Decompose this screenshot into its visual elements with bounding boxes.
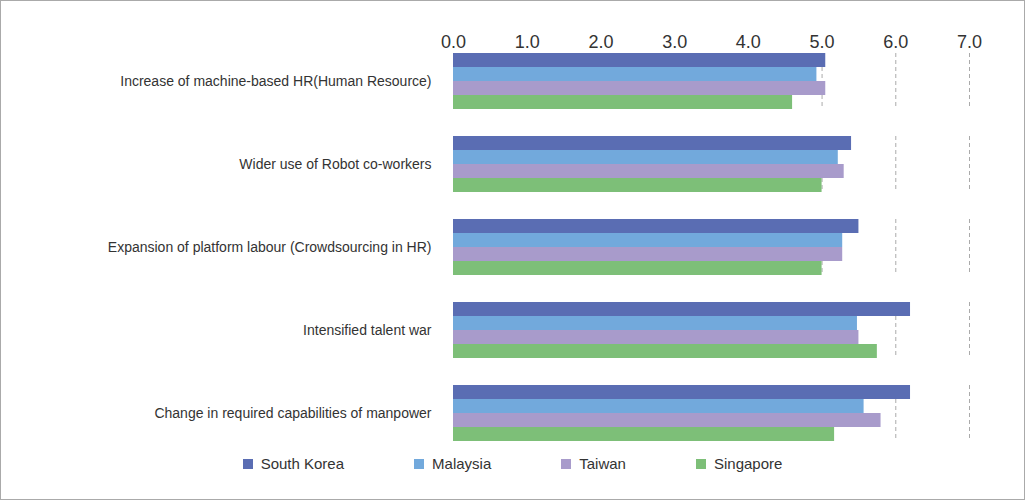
svg-text:7.0: 7.0 [957, 32, 982, 52]
html-text:Malaysia: Malaysia [432, 455, 492, 472]
svg-text:6.0: 6.0 [883, 32, 908, 52]
svg-text:Wider use of Robot co-workers: Wider use of Robot co-workers [239, 156, 431, 172]
svg-text:3.0: 3.0 [662, 32, 687, 52]
svg-text:1.0: 1.0 [515, 32, 540, 52]
html-text:Taiwan: Taiwan [579, 455, 626, 472]
svg-text:Intensified talent war: Intensified talent war [303, 322, 432, 338]
svg-text:0.0: 0.0 [441, 32, 466, 52]
svg-text:Increase of machine-based HR(H: Increase of machine-based HR(Human Resou… [120, 73, 431, 89]
svg-text:5.0: 5.0 [810, 32, 835, 52]
html-text:South Korea: South Korea [260, 455, 345, 472]
svg-text:Change in required capabilitie: Change in required capabilities of manpo… [154, 405, 431, 421]
html-text:Singapore: Singapore [714, 455, 783, 472]
svg-text:Expansion of platform labour (: Expansion of platform labour (Crowdsourc… [108, 239, 432, 255]
svg-text:2.0: 2.0 [588, 32, 613, 52]
svg-text:4.0: 4.0 [736, 32, 761, 52]
